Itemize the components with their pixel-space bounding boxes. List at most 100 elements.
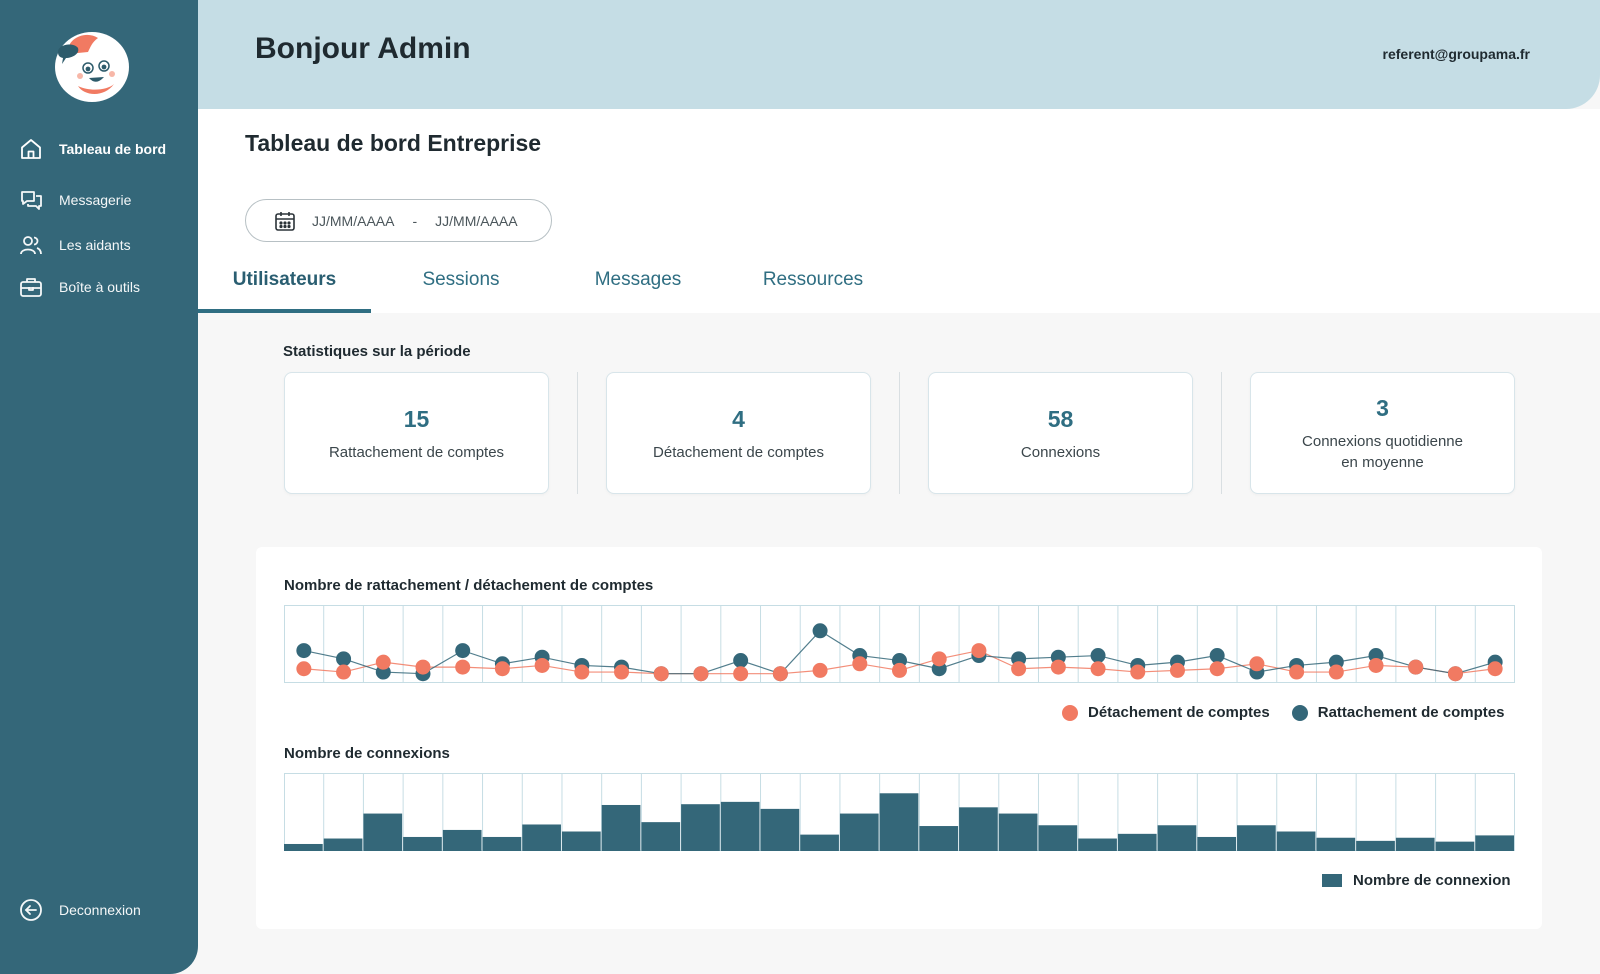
sidebar-item-les-aidants[interactable]: Les aidants: [18, 232, 131, 258]
data-point: [852, 656, 868, 672]
data-point: [1447, 666, 1463, 682]
stat-label-line: Connexions quotidienne: [1302, 433, 1463, 450]
bar: [1197, 836, 1237, 851]
tab-bar: Utilisateurs Sessions Messages Ressource…: [198, 269, 1600, 313]
bar: [482, 836, 522, 851]
data-point: [415, 659, 431, 675]
data-point: [812, 623, 828, 639]
data-point: [375, 654, 391, 670]
sidebar-item-messagerie[interactable]: Messagerie: [18, 187, 131, 213]
bar: [800, 834, 839, 851]
bar: [1276, 831, 1316, 851]
legend-label: Rattachement de comptes: [1317, 704, 1505, 721]
bar: [959, 807, 998, 851]
data-point: [892, 662, 907, 678]
data-point: [1209, 648, 1225, 664]
stat-label-line: en moyenne: [1341, 454, 1424, 471]
stat-label: Connexions quotidienne en moyenne: [1251, 431, 1514, 473]
date-range-picker[interactable]: JJ/MM/AAAA - JJ/MM/AAAA: [245, 199, 552, 242]
sidebar: Tableau de bord Messagerie Les aidants B…: [0, 0, 198, 974]
user-email[interactable]: referent@groupama.fr: [1382, 46, 1530, 62]
page-title: Tableau de bord Entreprise: [245, 130, 542, 156]
tab-utilisateurs[interactable]: Utilisateurs: [198, 269, 371, 313]
legend-item-rattachement: Rattachement de comptes: [1291, 704, 1505, 721]
bar: [561, 831, 601, 851]
legend-item-detachement: Détachement de comptes: [1062, 704, 1270, 721]
data-point: [296, 661, 312, 677]
calendar-icon: [275, 211, 295, 231]
bar: [1316, 837, 1356, 851]
data-point: [614, 664, 630, 680]
sidebar-item-label: Messagerie: [59, 192, 132, 208]
bar: [919, 826, 959, 851]
stat-divider: [1221, 372, 1222, 494]
data-point: [1090, 648, 1106, 664]
data-point: [1130, 664, 1146, 680]
data-point: [812, 662, 828, 678]
mascot-logo-icon: [55, 32, 129, 102]
data-point: [574, 664, 590, 680]
bar: [363, 813, 403, 851]
home-icon: [18, 136, 44, 162]
bar: [284, 843, 323, 851]
data-point: [1328, 664, 1344, 680]
bar: [1078, 838, 1117, 851]
sidebar-item-label: Boîte à outils: [59, 279, 140, 295]
connexions-bar-chart: [284, 773, 1515, 851]
users-icon: [18, 232, 44, 258]
stat-card-connexions: 58 Connexions: [928, 372, 1193, 494]
bar: [522, 824, 561, 851]
legend-label: Nombre de connexion: [1353, 872, 1511, 889]
data-point: [931, 651, 947, 667]
bar: [442, 829, 482, 851]
bar: [681, 804, 720, 851]
stat-divider: [577, 372, 578, 494]
date-end-input[interactable]: JJ/MM/AAAA: [435, 212, 518, 229]
bar: [760, 808, 800, 851]
stat-divider: [899, 372, 900, 494]
data-point: [534, 657, 550, 673]
data-point: [1249, 656, 1265, 672]
data-point: [1289, 664, 1305, 680]
stat-card-connexions-moyenne: 3 Connexions quotidienne en moyenne: [1250, 372, 1515, 494]
accounts-chart-legend: Détachement de comptes Rattachement de c…: [1062, 704, 1504, 721]
tab-messages[interactable]: Messages: [594, 269, 682, 290]
sidebar-item-label: Les aidants: [59, 237, 131, 253]
data-point: [1209, 661, 1225, 677]
date-separator: -: [412, 212, 418, 229]
stat-label: Rattachement de comptes: [328, 444, 505, 461]
bar: [641, 822, 681, 851]
stat-value: 3: [1376, 395, 1389, 421]
data-point: [455, 659, 471, 675]
sidebar-item-boite-a-outils[interactable]: Boîte à outils: [18, 274, 140, 300]
bar: [1117, 833, 1157, 851]
sidebar-item-tableau-de-bord[interactable]: Tableau de bord: [18, 136, 166, 162]
bar: [403, 836, 442, 851]
tab-ressources[interactable]: Ressources: [762, 269, 864, 290]
stat-value: 4: [732, 406, 745, 432]
data-point: [1090, 661, 1106, 677]
legend-swatch: [1322, 874, 1342, 887]
bar: [1038, 825, 1078, 851]
bar: [879, 793, 919, 851]
data-point: [733, 653, 749, 668]
bar: [1475, 835, 1514, 851]
bar: [1435, 841, 1475, 851]
data-point: [1368, 657, 1384, 673]
data-point: [1169, 662, 1185, 678]
tab-sessions[interactable]: Sessions: [422, 269, 500, 290]
bar: [839, 813, 879, 851]
date-start-input[interactable]: JJ/MM/AAAA: [312, 212, 395, 229]
data-point: [1408, 659, 1424, 675]
data-point: [733, 666, 749, 682]
logout-button[interactable]: Deconnexion: [18, 897, 141, 923]
sidebar-item-label: Tableau de bord: [59, 141, 167, 157]
greeting-title: Bonjour Admin: [255, 32, 471, 65]
top-header: Bonjour Admin referent@groupama.fr: [198, 0, 1600, 109]
data-point: [296, 643, 312, 659]
data-point: [1011, 661, 1027, 677]
bar: [323, 838, 363, 851]
bar: [601, 804, 641, 851]
data-point: [1050, 659, 1066, 675]
stat-card-rattachement: 15 Rattachement de comptes: [284, 372, 549, 494]
